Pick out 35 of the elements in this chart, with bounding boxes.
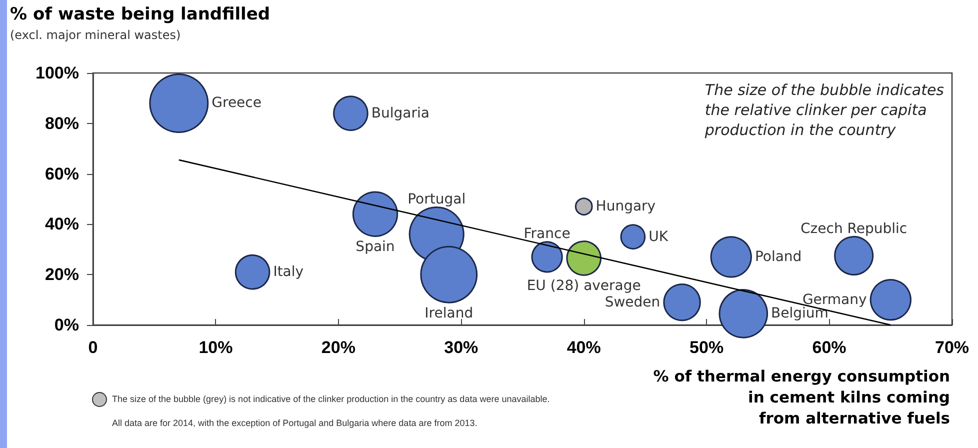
- x-tick-label: 20%: [321, 338, 356, 357]
- series-label: UK: [648, 228, 669, 245]
- series-label: Portugal: [408, 191, 466, 208]
- y-tick-label: 40%: [44, 214, 79, 234]
- text: The size of the bubble (grey) is not indicative of the clinker production in the country as data were unavailable.: [111, 393, 550, 406]
- series-label: EU (28) average: [526, 278, 641, 294]
- text: All data are for 2014, with the exception of Portugal and Bulgaria where data are from 2013.: [111, 417, 478, 430]
- series-label: Germany: [802, 292, 867, 308]
- x-tick-label: 10%: [198, 338, 233, 357]
- series-label: Czech Republic: [800, 220, 908, 237]
- x-tick-label: 40%: [566, 338, 601, 357]
- series-label: France: [524, 226, 570, 242]
- series-label: Sweden: [604, 294, 660, 310]
- x-tick-label: 0: [88, 338, 98, 357]
- x-tick-label: 30%: [444, 338, 478, 357]
- x-tick-label: 70%: [934, 338, 970, 357]
- series-label: Spain: [356, 238, 395, 255]
- series-label: Poland: [754, 248, 802, 265]
- annotation: The size of the bubble indicates the relative clinker per capita production in the country: [704, 81, 944, 139]
- chart-title: % of waste being landfilled: [10, 4, 270, 24]
- series-label: Bulgaria: [371, 105, 430, 122]
- y-tick-label: 100%: [36, 64, 79, 82]
- y-tick-label: 60%: [44, 164, 79, 184]
- series-label: Greece: [212, 95, 262, 112]
- y-tick-label: 0%: [54, 316, 79, 334]
- series-label: Ireland: [424, 305, 474, 322]
- x-axis-title: % of thermal energy consumption in cement kilns coming from alternative fuels: [653, 368, 950, 428]
- y-tick-label: 80%: [44, 114, 79, 133]
- series-label: Italy: [273, 264, 304, 280]
- chart-subtitle: (excl. major mineral wastes): [10, 28, 181, 42]
- x-tick-label: 60%: [812, 338, 846, 357]
- series-label: Belgium: [771, 306, 828, 322]
- series-label: Hungary: [596, 198, 656, 215]
- y-tick-label: 20%: [44, 265, 79, 284]
- x-tick-label: 50%: [690, 338, 724, 357]
